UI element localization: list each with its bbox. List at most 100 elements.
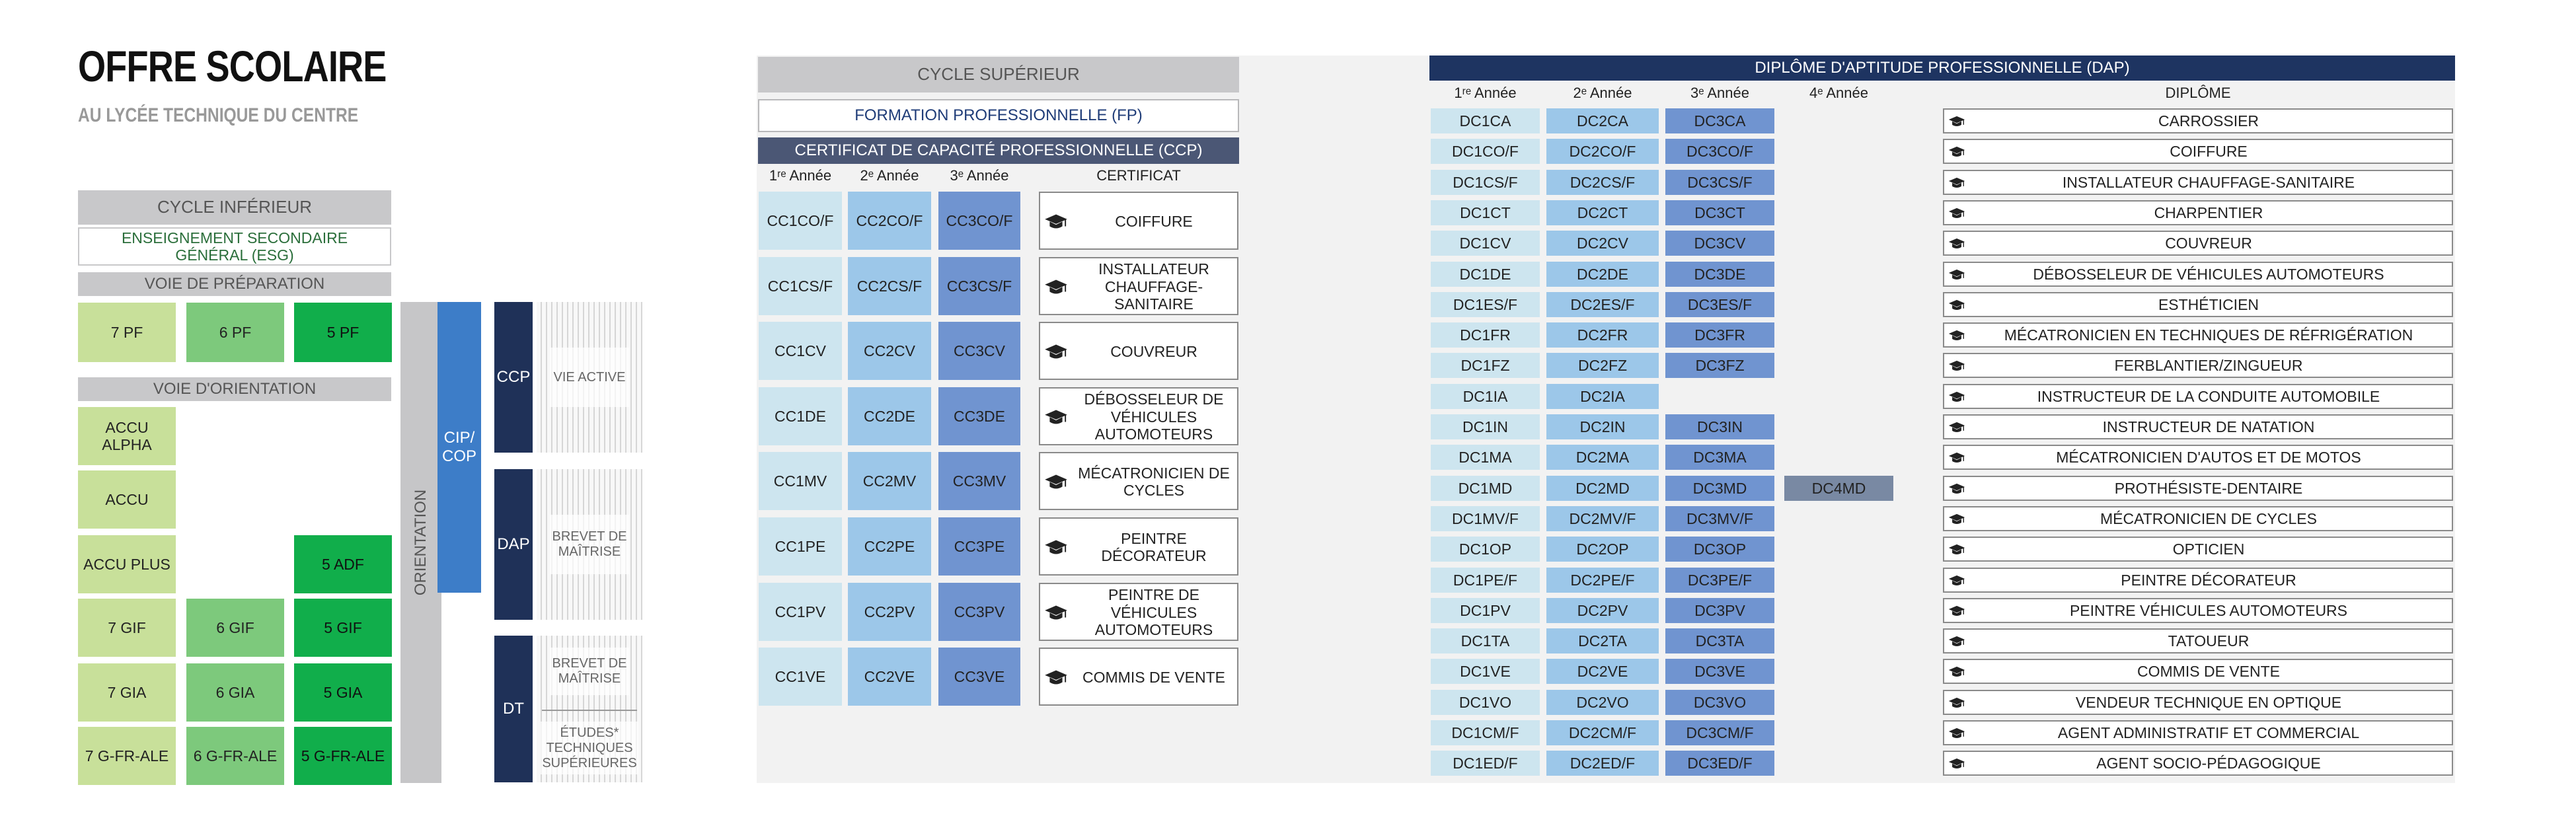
dap-year2-cell: DC2PV xyxy=(1546,598,1659,623)
dap-year3-cell: DC3FR xyxy=(1665,322,1774,348)
dap-year2-cell: DC2ED/F xyxy=(1546,751,1659,776)
ccp-year3-cell: CC3MV xyxy=(938,452,1020,510)
dap-diploma-box: COMMIS DE VENTE xyxy=(1943,659,2453,684)
dap-year1-cell: DC1DE xyxy=(1431,262,1540,287)
graduation-cap-icon xyxy=(1044,669,1072,689)
ccp-year3-cell: CC3VE xyxy=(938,648,1020,706)
dap-diploma-label: OPTICIEN xyxy=(2172,540,2245,558)
dap-diploma-box: MÉCATRONICIEN DE CYCLES xyxy=(1943,506,2453,531)
graduation-cap-icon xyxy=(1948,635,1968,650)
dap-year3-cell: DC3CA xyxy=(1665,108,1774,133)
ccp-certificate-box: INSTALLATEUR CHAUFFAGE-SANITAIRE xyxy=(1039,257,1238,315)
dap-year2-cell: DC2FR xyxy=(1546,322,1659,348)
ccp-year1-cell: CC1CO/F xyxy=(759,192,842,250)
path-outcome: VIE ACTIVE xyxy=(550,348,629,407)
dap-year3-cell: DC3MD xyxy=(1665,476,1774,501)
dap-year3-cell: DC3DE xyxy=(1665,262,1774,287)
orientation-cell: 5 G-FR-ALE xyxy=(294,727,392,785)
dap-diploma-label: AGENT SOCIO-PÉDAGOGIQUE xyxy=(2096,754,2321,772)
dap-diploma-box: MÉCATRONICIEN EN TECHNIQUES DE RÉFRIGÉRA… xyxy=(1943,322,2453,348)
dap-year2-cell: DC2CV xyxy=(1546,231,1659,256)
dap-diploma-box: INSTALLATEUR CHAUFFAGE-SANITAIRE xyxy=(1943,170,2453,195)
dap-diploma-box: VENDEUR TECHNIQUE EN OPTIQUE xyxy=(1943,690,2453,715)
ccp-year3-cell: CC3PV xyxy=(938,583,1020,641)
path-outcome-area: BREVET DE MAÎTRISE xyxy=(537,469,642,620)
dap-diploma-label: MÉCATRONICIEN D'AUTOS ET DE MOTOS xyxy=(2056,448,2361,466)
dap-col-header: 4ᵉ Année xyxy=(1809,85,1868,102)
ccp-certificate-label: PEINTRE DÉCORATEUR xyxy=(1101,529,1207,564)
ccp-year3-cell: CC3DE xyxy=(938,387,1020,445)
dap-diploma-label: INSTRUCTEUR DE LA CONDUITE AUTOMOBILE xyxy=(2037,387,2380,405)
dap-year2-cell: DC2TA xyxy=(1546,628,1659,653)
ccp-certificate-box: COMMIS DE VENTE xyxy=(1039,648,1238,706)
orientation-cell: 7 GIF xyxy=(78,599,176,657)
ccp-col-header: CERTIFICAT xyxy=(1096,167,1181,184)
ccp-year2-cell: CC2DE xyxy=(848,387,931,445)
dap-diploma-box: PEINTRE VÉHICULES AUTOMOTEURS xyxy=(1943,598,2453,623)
ccp-year2-cell: CC2CO/F xyxy=(848,192,931,250)
ccp-certificate-label: INSTALLATEUR CHAUFFAGE-SANITAIRE xyxy=(1098,260,1209,313)
dap-diploma-box: ESTHÉTICIEN xyxy=(1943,292,2453,317)
ccp-year1-cell: CC1CS/F xyxy=(759,257,842,315)
path-outcome: BREVET DE MAÎTRISE xyxy=(550,515,629,574)
graduation-cap-icon xyxy=(1948,513,1968,527)
dap-year2-cell: DC2VE xyxy=(1546,659,1659,684)
ccp-certificate-label: COMMIS DE VENTE xyxy=(1082,668,1225,686)
dap-diploma-label: PROTHÉSISTE-DENTAIRE xyxy=(2114,479,2303,497)
ccp-year2-cell: CC2VE xyxy=(848,648,931,706)
dap-year1-cell: DC1VO xyxy=(1431,690,1540,715)
dap-year2-cell: DC2VO xyxy=(1546,690,1659,715)
orientation-cell: 7 GIA xyxy=(78,663,176,722)
cip-cop-box: CIP/ COP xyxy=(437,302,481,593)
dap-year3-cell: DC3FZ xyxy=(1665,353,1774,378)
dap-year2-cell: DC2CS/F xyxy=(1546,170,1659,195)
ccp-certificate-box: COIFFURE xyxy=(1039,192,1238,250)
graduation-cap-icon xyxy=(1948,237,1968,252)
dap-year3-cell: DC3OP xyxy=(1665,537,1774,562)
dap-year1-cell: DC1OP xyxy=(1431,537,1540,562)
dap-year1-cell: DC1MD xyxy=(1431,476,1540,501)
graduation-cap-icon xyxy=(1044,539,1072,558)
graduation-cap-icon xyxy=(1948,482,1968,497)
ccp-certificate-label: PEINTRE DE VÉHICULES AUTOMOTEURS xyxy=(1094,586,1213,639)
ccp-certificate-label: MÉCATRONICIEN DE CYCLES xyxy=(1078,464,1230,499)
dap-year3-cell: DC3TA xyxy=(1665,628,1774,653)
dap-year1-cell: DC1TA xyxy=(1431,628,1540,653)
dap-diploma-label: INSTALLATEUR CHAUFFAGE-SANITAIRE xyxy=(2062,173,2355,191)
graduation-cap-icon xyxy=(1948,543,1968,558)
ccp-certificate-label: COIFFURE xyxy=(1115,212,1193,230)
ccp-year1-cell: CC1VE xyxy=(759,648,842,706)
dap-diploma-label: CHARPENTIER xyxy=(2154,204,2263,221)
ccp-certificate-label: COUVREUR xyxy=(1110,342,1197,360)
dap-year2-cell: DC2ES/F xyxy=(1546,292,1659,317)
orientation-bar: ORIENTATION xyxy=(400,302,441,783)
orientation-cell: 6 G-FR-ALE xyxy=(186,727,284,785)
dap-diploma-box: CHARPENTIER xyxy=(1943,200,2453,225)
dap-diploma-label: MÉCATRONICIEN DE CYCLES xyxy=(2100,509,2317,527)
graduation-cap-icon xyxy=(1948,665,1968,680)
dap-col-header: 1ʳᵉ Année xyxy=(1454,85,1517,102)
path-code-ccp: CCP xyxy=(494,302,533,453)
dap-col-header: 2ᵉ Année xyxy=(1573,85,1632,102)
orientation-cell: 5 GIA xyxy=(294,663,392,722)
ccp-year3-cell: CC3CS/F xyxy=(938,257,1020,315)
dap-year1-cell: DC1CT xyxy=(1431,200,1540,225)
dap-year2-cell: DC2CT xyxy=(1546,200,1659,225)
dap-year2-cell: DC2FZ xyxy=(1546,353,1659,378)
ccp-year2-cell: CC2MV xyxy=(848,452,931,510)
path-code-dt: DT xyxy=(494,636,533,782)
graduation-cap-icon xyxy=(1948,359,1968,374)
graduation-cap-icon xyxy=(1948,299,1968,313)
dap-year1-cell: DC1MV/F xyxy=(1431,506,1540,531)
graduation-cap-icon xyxy=(1044,343,1072,363)
graduation-cap-icon xyxy=(1044,473,1072,493)
graduation-cap-icon xyxy=(1948,268,1968,283)
dap-diploma-label: MÉCATRONICIEN EN TECHNIQUES DE RÉFRIGÉRA… xyxy=(2004,326,2413,344)
page-subtitle: AU LYCÉE TECHNIQUE DU CENTRE xyxy=(78,104,359,126)
graduation-cap-icon xyxy=(1948,115,1968,130)
dap-year1-cell: DC1CM/F xyxy=(1431,720,1540,745)
dap-diploma-label: TATOUEUR xyxy=(2168,632,2250,650)
dap-diploma-box: CARROSSIER xyxy=(1943,108,2453,133)
dap-diploma-box: DÉBOSSELEUR DE VÉHICULES AUTOMOTEURS xyxy=(1943,262,2453,287)
graduation-cap-icon xyxy=(1044,213,1072,233)
